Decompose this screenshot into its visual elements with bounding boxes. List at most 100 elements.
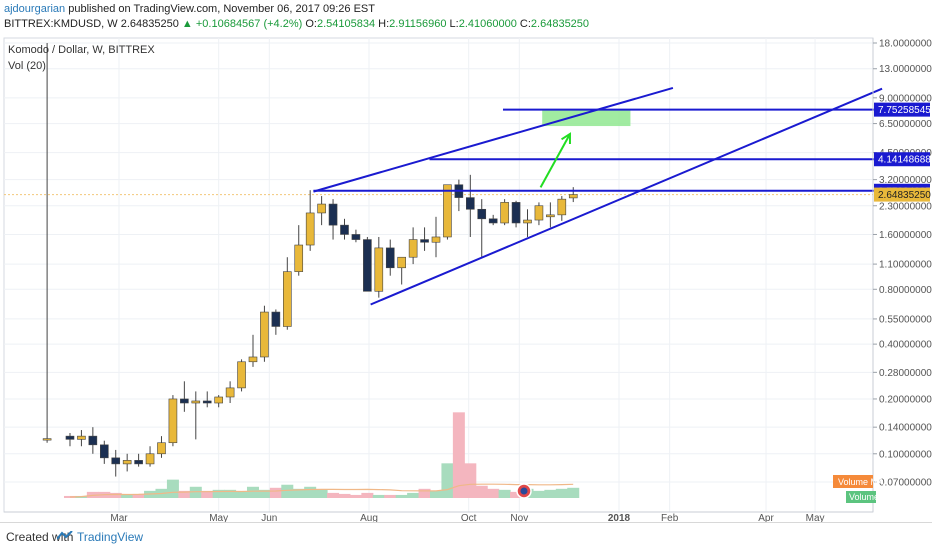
candle-body <box>523 219 532 224</box>
price-marker-label: 4.14148688 <box>878 155 931 166</box>
high-label: H: <box>378 18 390 30</box>
change-up-icon: ▲ <box>181 18 193 30</box>
price-chart[interactable]: 18.00000000 13.00000000 9.00000000 6.500000… <box>0 34 932 522</box>
price-axis-label: 0.20000000 <box>879 394 932 405</box>
volume-bar <box>567 487 580 498</box>
candle-body <box>294 244 304 272</box>
volume-bar <box>304 486 317 498</box>
trend-line <box>370 87 883 306</box>
trend-line <box>313 86 674 193</box>
candle-body <box>271 311 281 327</box>
candle-body <box>557 198 567 216</box>
volume-bar <box>63 495 76 498</box>
candle-body <box>374 247 384 292</box>
symbol-label: BITTREX:KMDUSD, W <box>4 18 118 30</box>
candle-body <box>145 453 155 465</box>
high-value: 2.91156960 <box>389 18 447 30</box>
candle-body <box>214 396 223 404</box>
candle-body <box>546 214 555 218</box>
candle-body <box>202 400 212 404</box>
candle-body <box>351 234 361 240</box>
volume-bar <box>132 493 145 498</box>
candle-body <box>99 444 109 459</box>
candle-body <box>443 184 452 238</box>
candle-body <box>122 460 132 465</box>
price-axis-label: 18.00000000 <box>879 39 932 50</box>
price-axis-label: 0.40000000 <box>879 340 932 351</box>
price-axis-label: 9.00000000 <box>879 93 932 104</box>
volume-bar <box>487 488 500 498</box>
candle-body <box>397 256 406 269</box>
candle-body <box>488 218 498 224</box>
candle-body <box>477 208 487 220</box>
candle-body <box>408 239 418 258</box>
candle-body <box>385 247 395 269</box>
time-axis-label: Apr <box>758 513 774 522</box>
volume-bar <box>338 493 351 498</box>
candle-body <box>340 224 349 235</box>
candle-body <box>568 194 578 199</box>
change-value: +0.10684567 (+4.2%) <box>195 18 303 30</box>
volume-bar <box>510 491 523 498</box>
candle-body <box>431 236 441 243</box>
tradingview-brand[interactable]: TradingView <box>77 530 144 544</box>
time-axis-label: May <box>209 513 228 522</box>
volume-bar <box>498 489 511 498</box>
candle-body <box>134 460 143 465</box>
volume-bar <box>532 490 545 498</box>
candle-body <box>283 271 292 327</box>
price-axis-label: 6.50000000 <box>879 119 932 130</box>
price-axis-label: 1.10000000 <box>879 260 932 271</box>
author-link[interactable]: ajdourgarian <box>4 3 66 15</box>
candle-body <box>225 387 235 398</box>
publish-line: ajdourgarian published on TradingView.co… <box>4 3 375 15</box>
volume-bar <box>464 463 477 498</box>
candle-body <box>500 202 509 224</box>
candle-body <box>511 202 521 224</box>
candle-body <box>466 197 475 210</box>
price-marker-label: 7.75258545 <box>878 105 931 116</box>
footer: Created with TradingView <box>0 522 932 551</box>
volume-bar <box>475 485 488 498</box>
candle-body <box>248 356 258 363</box>
volume-bar <box>292 488 305 498</box>
volume-bar <box>327 492 340 498</box>
last-price: 2.64835250 <box>120 18 179 30</box>
candle-body <box>191 400 201 404</box>
price-axis-label: 3.20000000 <box>879 175 932 186</box>
published-text: published on TradingView.com, November 0… <box>68 3 375 15</box>
time-axis-label: 2018 <box>608 513 631 522</box>
open-value: 2.54105834 <box>316 18 376 30</box>
time-axis-label: Jun <box>261 513 277 522</box>
volume-bar <box>189 486 202 498</box>
candle-body <box>157 442 166 455</box>
price-axis-label: 0.14000000 <box>879 423 932 434</box>
price-axis-label: 0.80000000 <box>879 285 932 296</box>
time-axis-label: Nov <box>510 513 528 522</box>
price-axis-label: 0.07000000 <box>879 478 932 489</box>
price-marker-box <box>874 152 930 167</box>
candle-body <box>77 435 86 440</box>
candle-body <box>65 435 75 440</box>
volume-bar <box>315 489 328 498</box>
low-value: 2.41060000 <box>458 18 517 30</box>
tradingview-logo-icon <box>57 531 73 540</box>
projection-arrow <box>539 133 571 188</box>
volume-bar <box>246 486 259 498</box>
chart-header: ajdourgarian published on TradingView.co… <box>0 0 932 34</box>
candle-body <box>260 311 269 358</box>
candle-body <box>88 435 98 446</box>
time-axis-label: Mar <box>110 513 128 522</box>
close-value: 2.64835250 <box>530 18 590 30</box>
price-axis-label: 0.10000000 <box>879 449 932 460</box>
candle-body <box>363 239 372 292</box>
volume-ma-legend: Volume MA <box>838 477 884 487</box>
candle-body <box>328 203 338 226</box>
price-axis-label: 13.00000000 <box>879 64 932 75</box>
low-label: L: <box>449 18 459 30</box>
arrow-head-icon <box>561 132 571 144</box>
volume-bar <box>372 494 385 498</box>
volume-bar <box>166 479 179 498</box>
candle-body <box>534 205 544 221</box>
volume-bar <box>109 492 122 498</box>
